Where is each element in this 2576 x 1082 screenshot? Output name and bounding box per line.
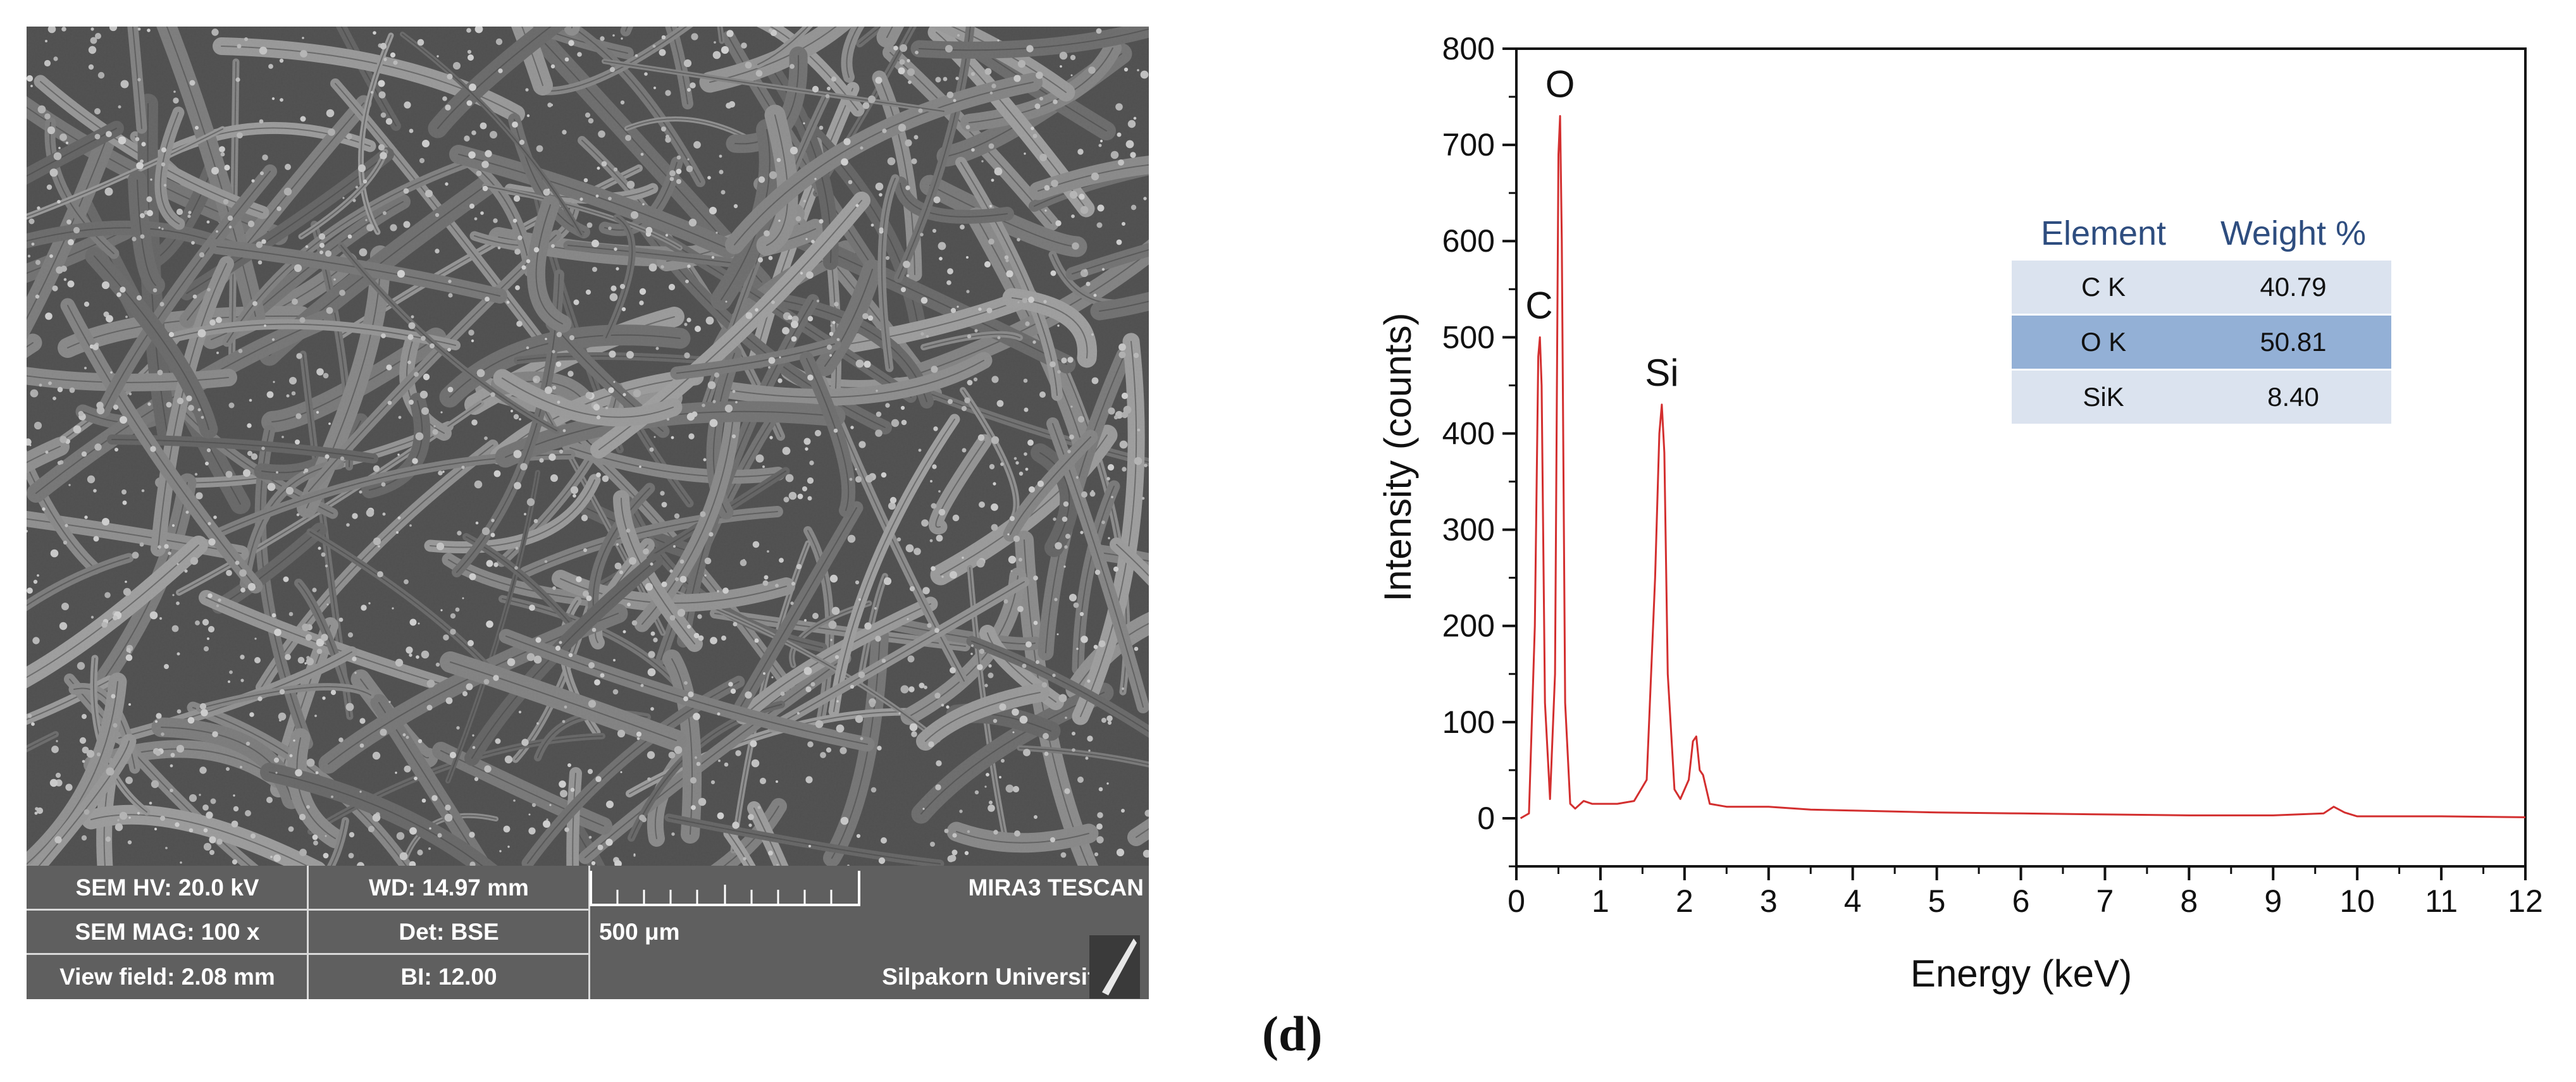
sem-divider (307, 866, 309, 999)
eds-spectrum-plot: 0 1 2 3 4 5 6 7 8 9 10 11 12 01002003004005006007008… (1377, 31, 2543, 995)
x-tick-label: 5 (1928, 883, 1946, 919)
element-cell: O K (2080, 327, 2127, 357)
header-element: Element (2040, 214, 2167, 252)
sem-panel: SEM HV: 20.0 kV WD: 14.97 mm MIRA3 TESCA… (27, 27, 1149, 999)
sem-micrograph (27, 27, 1149, 866)
header-weight: Weight % (2220, 214, 2367, 252)
y-tick-label: 500 (1442, 319, 1495, 355)
sem-hv: SEM HV: 20.0 kV (75, 875, 259, 901)
panel-label: (d) (1262, 1006, 1323, 1061)
x-tick-label: 9 (2264, 883, 2282, 919)
sem-scale-label: 500 μm (599, 919, 680, 945)
sem-info-bar: SEM HV: 20.0 kV WD: 14.97 mm MIRA3 TESCA… (27, 866, 1149, 999)
sem-scale-bar (590, 871, 860, 906)
element-cell: SiK (2083, 382, 2124, 412)
sem-wd: WD: 14.97 mm (369, 875, 529, 901)
sem-institution: Silpakorn University (882, 963, 1108, 990)
x-tick-label: 12 (2508, 883, 2543, 919)
x-tick-label: 1 (1592, 883, 1609, 919)
sem-bi: BI: 12.00 (400, 963, 497, 990)
x-tick-label: 10 (2339, 883, 2375, 919)
sem-divider (27, 953, 590, 955)
x-axis-title: Energy (keV) (1910, 952, 2132, 995)
spectrum-line (1520, 115, 2526, 820)
x-tick-label: 0 (1508, 883, 1525, 919)
eds-chart: 0 1 2 3 4 5 6 7 8 9 10 11 12 0 100 200 300 400 500 600 700 8… (1360, 19, 2576, 1043)
weight-table: Element Weight % C K 40.79 O K 50.81 SiK… (2012, 202, 2391, 426)
x-tick-label: 4 (1844, 883, 1862, 919)
plot-frame (1515, 47, 2527, 868)
sem-mag: SEM MAG: 100 x (75, 919, 260, 945)
element-cell: C K (2081, 272, 2126, 302)
x-tick-label: 6 (2012, 883, 2030, 919)
table-row: SiK 8.40 (2012, 371, 2391, 426)
x-tick-label: 8 (2180, 883, 2198, 919)
y-tick-label: 800 (1442, 31, 1495, 66)
weight-cell: 8.40 (2267, 382, 2319, 412)
y-tick-label: 600 (1442, 223, 1495, 259)
sem-instrument: MIRA3 TESCAN (968, 875, 1144, 901)
weight-cell: 50.81 (2260, 327, 2327, 357)
sem-divider (27, 909, 590, 911)
y-tick-label: 200 (1442, 608, 1495, 644)
tescan-logo-icon (1089, 935, 1140, 999)
y-tick-label: 400 (1442, 415, 1495, 451)
x-tick-label: 11 (2425, 883, 2458, 919)
weight-table-header: Element Weight % (2012, 202, 2391, 253)
y-tick-label: 0 (1477, 801, 1495, 836)
y-tick-label: 300 (1442, 512, 1495, 548)
x-tick-label: 3 (1760, 883, 1778, 919)
x-tick-label: 2 (1676, 883, 1694, 919)
x-tick-label: 7 (2096, 883, 2114, 919)
sem-view-field: View field: 2.08 mm (59, 963, 275, 990)
table-row: C K 40.79 (2012, 261, 2391, 316)
sem-detector: Det: BSE (399, 919, 499, 945)
sem-divider (588, 866, 590, 999)
peak-label-c: C (1525, 284, 1552, 326)
weight-cell: 40.79 (2260, 272, 2327, 302)
peak-label-o: O (1545, 63, 1575, 105)
table-row: O K 50.81 (2012, 316, 2391, 371)
peak-label-si: Si (1645, 352, 1678, 394)
y-axis-title: Intensity (counts) (1377, 313, 1419, 602)
y-tick-label: 700 (1442, 127, 1495, 163)
y-tick-label: 100 (1442, 704, 1495, 740)
